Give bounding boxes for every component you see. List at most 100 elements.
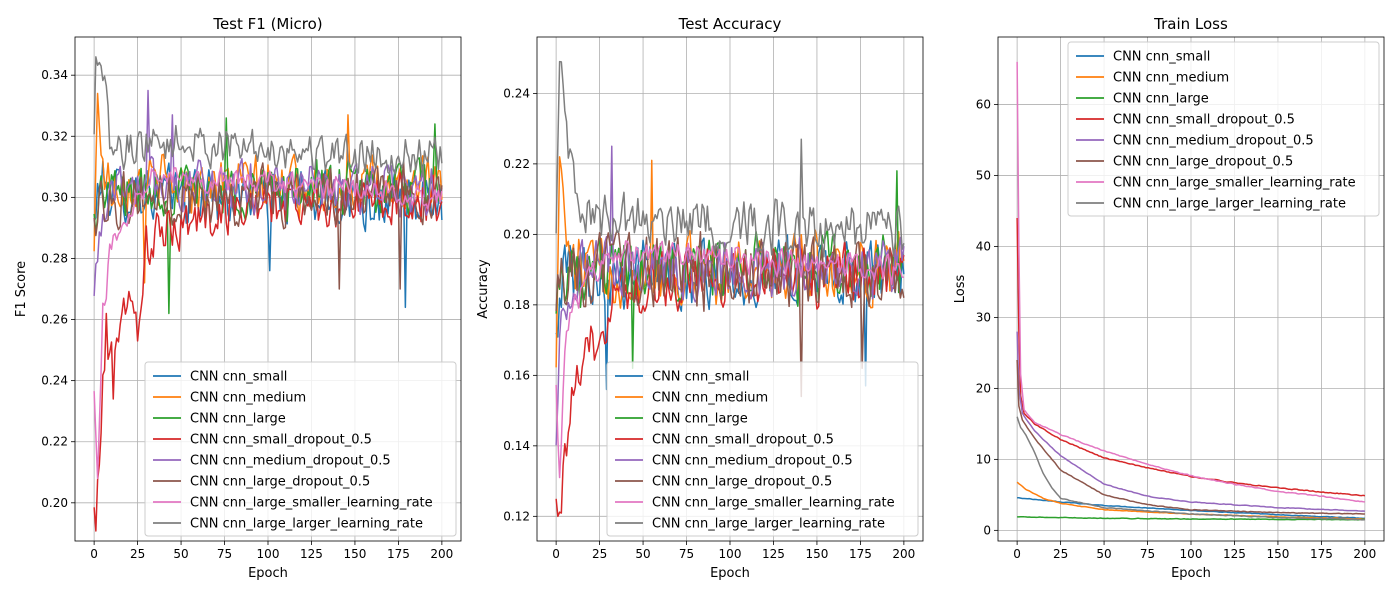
legend-label: CNN cnn_medium — [652, 391, 768, 406]
legend: CNN cnn_small CNN cnn_medium CNN cnn_large… — [606, 361, 919, 537]
series-line-1 — [93, 160, 443, 309]
x-tick-label: 125 — [762, 547, 785, 561]
legend-label: CNN cnn_large — [1113, 92, 1209, 107]
legend-label: CNN cnn_large — [652, 412, 748, 427]
series-lines — [1016, 61, 1366, 521]
y-tick-label: 0.20 — [41, 496, 68, 510]
y-tick-label: 0.22 — [503, 157, 530, 171]
chart-title: Test Accuracy — [678, 15, 782, 33]
legend-label: CNN cnn_large_larger_learning_rate — [1113, 197, 1346, 212]
x-tick-label: 200 — [1353, 547, 1376, 561]
x-axis-label: Epoch — [710, 566, 750, 581]
x-tick-label: 150 — [343, 547, 366, 561]
x-tick-label: 175 — [1310, 547, 1333, 561]
series-line-6 — [555, 229, 905, 398]
y-axis-label: Accuracy — [476, 259, 491, 319]
legend-label: CNN cnn_medium — [1113, 71, 1229, 86]
x-tick-label: 0 — [1013, 547, 1021, 561]
x-tick-label: 175 — [387, 547, 410, 561]
legend-box — [606, 361, 919, 537]
x-tick-label: 100 — [719, 547, 742, 561]
chart-title: Test F1 (Micro) — [212, 15, 322, 33]
y-tick-label: 50 — [976, 168, 991, 182]
y-tick-label: 0.28 — [41, 251, 68, 265]
y-tick-label: 0.32 — [41, 129, 68, 143]
y-tick-label: 0.20 — [503, 227, 530, 241]
x-tick-label: 100 — [257, 547, 280, 561]
legend-label: CNN cnn_large_dropout_0.5 — [652, 475, 832, 490]
x-tick-label: 0 — [90, 547, 98, 561]
x-axis-label: Epoch — [248, 566, 288, 581]
legend-label: CNN cnn_small — [190, 370, 287, 385]
x-tick-label: 125 — [300, 547, 323, 561]
series-line-5 — [1016, 331, 1365, 513]
x-tick-label: 50 — [1096, 547, 1111, 561]
legend-label: CNN cnn_medium_dropout_0.5 — [1113, 134, 1314, 149]
x-tick-label: 25 — [1053, 547, 1068, 561]
series-line-5 — [93, 89, 443, 296]
x-tick-label: 50 — [173, 547, 188, 561]
y-tick-label: 0.24 — [41, 374, 68, 388]
y-tick-label: 0.22 — [41, 435, 68, 449]
legend-label: CNN cnn_large_smaller_learning_rate — [652, 496, 895, 511]
x-tick-label: 200 — [430, 547, 453, 561]
y-tick-label: 0.24 — [503, 86, 530, 100]
x-tick-label: 0 — [552, 547, 560, 561]
y-tick-label: 0.30 — [41, 190, 68, 204]
y-tick-label: 10 — [976, 452, 991, 466]
series-line-7 — [1016, 61, 1365, 503]
legend: CNN cnn_small CNN cnn_medium CNN cnn_large… — [1067, 41, 1380, 217]
legend-label: CNN cnn_medium_dropout_0.5 — [190, 454, 391, 469]
legend-box — [144, 361, 457, 537]
legend-box — [1067, 41, 1380, 217]
legend-label: CNN cnn_small_dropout_0.5 — [1113, 113, 1295, 128]
x-tick-label: 75 — [217, 547, 232, 561]
series-lines — [93, 56, 443, 532]
x-tick-label: 150 — [805, 547, 828, 561]
legend-label: CNN cnn_large_larger_learning_rate — [190, 517, 423, 532]
y-tick-label: 0.18 — [503, 298, 530, 312]
y-tick-label: 0.12 — [503, 509, 530, 523]
x-tick-label: 200 — [892, 547, 915, 561]
x-tick-label: 25 — [130, 547, 145, 561]
legend-label: CNN cnn_small_dropout_0.5 — [652, 433, 834, 448]
x-tick-label: 175 — [849, 547, 872, 561]
legend-label: CNN cnn_small — [1113, 50, 1210, 65]
series-line-7 — [555, 240, 904, 479]
y-axis-label: Loss — [953, 275, 968, 304]
legend: CNN cnn_small CNN cnn_medium CNN cnn_large… — [144, 361, 457, 537]
x-tick-label: 50 — [635, 547, 650, 561]
series-line-6 — [1016, 359, 1365, 515]
legend-label: CNN cnn_large_smaller_learning_rate — [190, 496, 433, 511]
x-tick-label: 100 — [1180, 547, 1203, 561]
y-tick-label: 30 — [976, 310, 991, 324]
y-tick-label: 60 — [976, 97, 991, 111]
x-axis-label: Epoch — [1171, 566, 1211, 581]
legend-label: CNN cnn_large_smaller_learning_rate — [1113, 176, 1356, 191]
legend-label: CNN cnn_large — [190, 412, 286, 427]
y-tick-label: 40 — [976, 239, 991, 253]
x-tick-label: 75 — [679, 547, 694, 561]
x-tick-label: 150 — [1266, 547, 1289, 561]
x-tick-label: 25 — [592, 547, 607, 561]
series-line-4 — [1016, 218, 1366, 497]
series-lines — [555, 60, 905, 518]
chart-panel-1: 0 25 50 75 100 125 150 175 200 0.20 0.22 0.24 0.26 0.… — [14, 15, 462, 581]
series-line-8 — [93, 56, 443, 178]
y-tick-label: 0 — [983, 523, 991, 537]
legend-label: CNN cnn_medium_dropout_0.5 — [652, 454, 853, 469]
y-tick-label: 0.26 — [41, 313, 68, 327]
series-line-8 — [1016, 416, 1366, 521]
x-tick-label: 125 — [1223, 547, 1246, 561]
y-axis-label: F1 Score — [14, 261, 29, 317]
series-line-3 — [1017, 515, 1365, 521]
chart-title: Train Loss — [1153, 15, 1228, 33]
y-tick-label: 20 — [976, 381, 991, 395]
x-tick-label: 75 — [1140, 547, 1155, 561]
legend-label: CNN cnn_large_dropout_0.5 — [1113, 155, 1293, 170]
chart-panel-2: 0 25 50 75 100 125 150 175 200 0.12 0.14 0.16 0.18 0.… — [476, 15, 924, 581]
series-line-8 — [555, 60, 905, 258]
legend-label: CNN cnn_large_larger_learning_rate — [652, 517, 885, 532]
y-tick-label: 0.16 — [503, 368, 530, 382]
